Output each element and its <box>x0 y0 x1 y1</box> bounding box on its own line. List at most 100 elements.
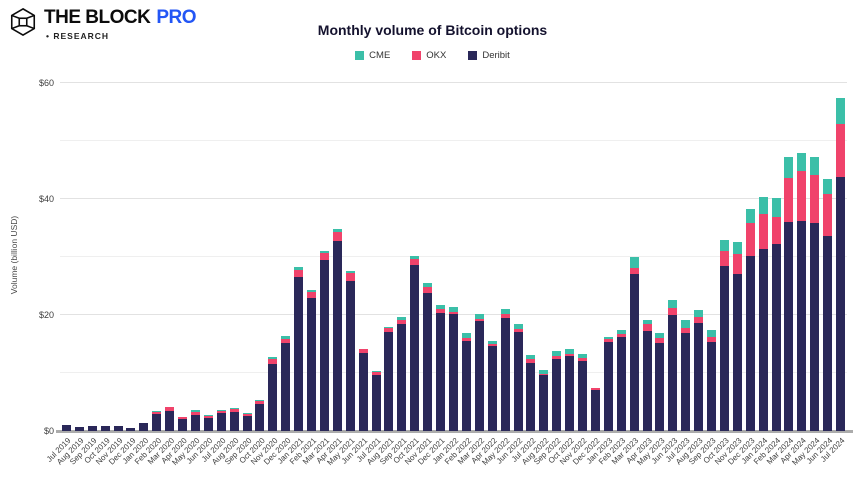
bar-may-2022[interactable] <box>500 309 510 431</box>
bar-segment-cme[interactable] <box>203 414 213 416</box>
bar-feb-2024[interactable] <box>771 198 781 431</box>
bar-segment-cme[interactable] <box>655 333 665 338</box>
bar-segment-cme[interactable] <box>810 157 820 176</box>
bar-jan-2022[interactable] <box>449 306 458 431</box>
bar-mar-2023[interactable] <box>629 257 639 431</box>
bar-segment-deribit[interactable] <box>113 426 123 431</box>
bar-segment-okx[interactable] <box>655 337 665 344</box>
bar-nov-2023[interactable] <box>732 241 742 431</box>
bar-segment-cme[interactable] <box>539 369 549 374</box>
bar-segment-okx[interactable] <box>616 333 626 338</box>
bar-segment-okx[interactable] <box>797 170 807 222</box>
bar-feb-2023[interactable] <box>616 329 626 431</box>
bar-segment-okx[interactable] <box>449 311 458 314</box>
bar-segment-deribit[interactable] <box>268 363 278 431</box>
bar-feb-2020[interactable] <box>152 411 162 431</box>
bar-oct-2020[interactable] <box>255 399 265 431</box>
bar-segment-cme[interactable] <box>461 333 471 339</box>
bar-segment-okx[interactable] <box>771 217 781 245</box>
bar-segment-cme[interactable] <box>565 349 575 354</box>
bar-segment-deribit[interactable] <box>578 361 588 431</box>
bar-segment-deribit[interactable] <box>61 425 71 431</box>
bar-segment-deribit[interactable] <box>345 281 355 431</box>
bar-segment-cme[interactable] <box>294 267 304 270</box>
bar-segment-cme[interactable] <box>629 257 639 268</box>
bar-dec-2023[interactable] <box>745 208 755 431</box>
bar-segment-deribit[interactable] <box>694 322 704 431</box>
bar-segment-deribit[interactable] <box>526 363 536 431</box>
bar-segment-deribit[interactable] <box>500 317 510 431</box>
bar-segment-cme[interactable] <box>436 304 446 310</box>
bar-oct-2021[interactable] <box>410 256 420 431</box>
bar-jun-2020[interactable] <box>203 414 213 431</box>
bar-segment-cme[interactable] <box>216 409 226 411</box>
bar-segment-cme[interactable] <box>307 290 317 292</box>
bar-segment-okx[interactable] <box>784 177 794 223</box>
bar-jan-2020[interactable] <box>139 422 149 431</box>
bar-sep-2019[interactable] <box>87 426 97 431</box>
bar-segment-okx[interactable] <box>461 338 471 341</box>
bar-segment-deribit[interactable] <box>423 292 433 431</box>
bar-jun-2024[interactable] <box>823 178 833 431</box>
bar-sep-2023[interactable] <box>707 330 717 431</box>
bar-segment-deribit[interactable] <box>603 342 613 431</box>
bar-segment-okx[interactable] <box>668 308 678 315</box>
bar-segment-cme[interactable] <box>449 306 458 312</box>
bar-jan-2021[interactable] <box>294 267 304 431</box>
bar-segment-okx[interactable] <box>513 328 523 333</box>
bar-segment-okx[interactable] <box>474 318 484 321</box>
bar-segment-cme[interactable] <box>487 341 497 345</box>
bar-aug-2021[interactable] <box>384 327 394 431</box>
bar-segment-deribit[interactable] <box>307 297 317 431</box>
bar-segment-deribit[interactable] <box>255 403 265 431</box>
bar-segment-okx[interactable] <box>371 372 381 375</box>
bar-segment-okx[interactable] <box>694 317 704 323</box>
bar-segment-deribit[interactable] <box>758 248 768 431</box>
bar-apr-2023[interactable] <box>642 319 652 431</box>
bar-segment-deribit[interactable] <box>461 340 471 431</box>
bar-segment-cme[interactable] <box>681 320 691 328</box>
bar-segment-okx[interactable] <box>836 124 846 177</box>
bar-segment-deribit[interactable] <box>797 221 807 431</box>
bar-segment-deribit[interactable] <box>836 176 846 431</box>
bar-segment-deribit[interactable] <box>358 352 368 431</box>
bar-segment-deribit[interactable] <box>823 236 833 431</box>
bar-segment-deribit[interactable] <box>681 332 691 431</box>
bar-segment-deribit[interactable] <box>319 260 329 431</box>
bar-segment-deribit[interactable] <box>539 375 549 431</box>
bar-segment-cme[interactable] <box>668 299 678 309</box>
bar-jul-2022[interactable] <box>526 354 536 431</box>
bar-jan-2023[interactable] <box>603 337 613 431</box>
bar-segment-cme[interactable] <box>771 198 781 217</box>
bar-segment-deribit[interactable] <box>371 374 381 431</box>
bar-segment-deribit[interactable] <box>487 346 497 431</box>
bar-jun-2022[interactable] <box>513 323 523 431</box>
bar-segment-okx[interactable] <box>229 409 239 412</box>
bar-segment-deribit[interactable] <box>203 417 213 431</box>
bar-dec-2019[interactable] <box>126 427 136 431</box>
bar-segment-cme[interactable] <box>513 323 523 329</box>
bar-segment-cme[interactable] <box>707 330 717 338</box>
bar-segment-deribit[interactable] <box>242 415 252 431</box>
bar-segment-okx[interactable] <box>178 417 188 420</box>
bar-may-2024[interactable] <box>810 157 820 431</box>
bar-segment-okx[interactable] <box>216 410 226 414</box>
bar-segment-deribit[interactable] <box>294 277 304 431</box>
bar-segment-okx[interactable] <box>319 252 329 261</box>
bar-segment-cme[interactable] <box>732 241 742 254</box>
bar-segment-cme[interactable] <box>397 317 407 320</box>
bar-segment-okx[interactable] <box>242 413 252 416</box>
bar-nov-2019[interactable] <box>113 426 123 431</box>
bar-segment-deribit[interactable] <box>810 222 820 431</box>
bar-jun-2021[interactable] <box>358 348 368 431</box>
bar-sep-2021[interactable] <box>397 317 407 431</box>
bar-segment-deribit[interactable] <box>139 423 149 431</box>
bar-segment-deribit[interactable] <box>719 266 729 431</box>
bar-segment-deribit[interactable] <box>100 426 110 431</box>
bar-segment-cme[interactable] <box>797 153 807 171</box>
bar-segment-okx[interactable] <box>565 353 575 356</box>
bar-segment-deribit[interactable] <box>449 313 458 431</box>
bar-segment-okx[interactable] <box>294 269 304 278</box>
bar-aug-2022[interactable] <box>539 369 549 431</box>
bar-segment-deribit[interactable] <box>152 414 162 431</box>
